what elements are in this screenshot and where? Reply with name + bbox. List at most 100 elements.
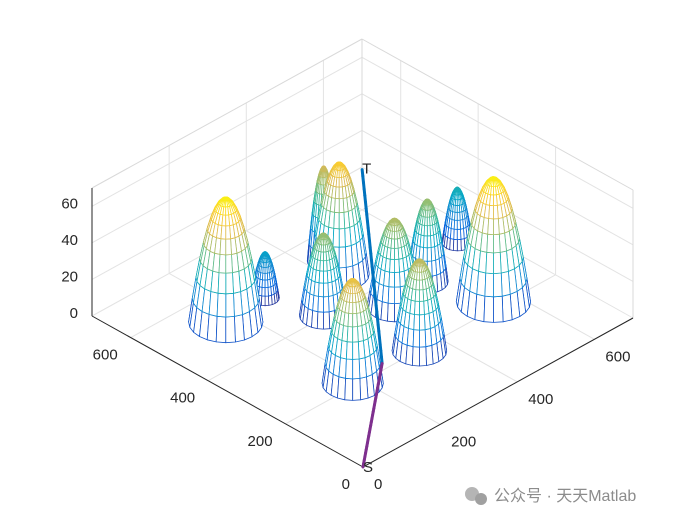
obstacle-face [264,295,270,307]
obstacle-face [426,200,429,206]
obstacle-face [412,329,420,348]
z-tick-label: 0 [70,305,78,322]
obstacle-face [456,228,462,240]
wall-edge [361,38,634,191]
obstacle-face [318,270,324,284]
obstacle-face [352,326,359,343]
obstacle-face [419,346,427,367]
obstacle-face [388,271,395,288]
obstacle-face [261,295,266,307]
grid-line [361,56,634,209]
obstacle-face [352,313,358,328]
y-tick-label: 0 [342,476,350,493]
obstacle-face [311,310,319,329]
watermark-text: 公众号 · 天天Matlab [494,487,636,505]
plot-layer [188,161,531,469]
obstacle-face [423,235,428,249]
obstacle-face [456,204,461,213]
obstacle-face [338,198,345,214]
obstacle-face [476,270,487,297]
obstacle-face [217,272,227,295]
obstacle-face [483,295,494,323]
obstacle-face [345,358,354,380]
obstacle-face [321,176,325,186]
obstacle-face [500,271,511,297]
obstacle-face [422,247,428,262]
obstacle-face [394,220,397,226]
obstacle-face [455,190,458,196]
obstacle-face [323,171,326,178]
obstacle-face [419,289,425,302]
y-axis [91,315,364,468]
obstacle-face [390,238,395,249]
obstacle-face [352,341,360,360]
obstacle-face [338,164,342,171]
obstacle-face [419,265,422,273]
obstacle-face [338,169,342,178]
obstacle-face [264,279,269,288]
obstacle-face [320,251,324,262]
obstacle-face [334,198,340,214]
obstacle-face [349,293,354,303]
end-label: T [362,161,371,178]
wall-edge [91,38,363,189]
obstacle-face [346,341,354,360]
obstacle-face [394,247,400,260]
obstacle-face [488,204,494,220]
obstacle-face [501,293,513,323]
obstacle-face [352,302,358,315]
obstacle-face [345,245,354,268]
grid-line [361,93,634,246]
y-tick-label: 200 [248,433,273,450]
obstacle-face [225,214,230,227]
obstacle-face [493,295,504,323]
start-label: S [363,459,373,476]
obstacle-face [454,211,458,221]
obstacle-face [416,271,420,281]
grid-line [91,56,363,207]
obstacle-face [493,180,496,187]
obstacle-face [221,214,227,227]
obstacle-face [323,311,331,330]
obstacle-face [352,378,361,401]
obstacle-face [419,314,426,331]
obstacle-face [493,252,502,274]
obstacle-face [414,289,420,302]
x-tick-label: 0 [374,476,382,493]
obstacle-face [425,344,434,366]
obstacle-face [225,272,234,295]
obstacle-face [424,328,433,348]
obstacle-face [317,296,324,313]
obstacle-face [225,225,231,240]
obstacle-face [352,293,357,303]
obstacle-face [264,266,268,274]
obstacle-face [426,225,431,237]
obstacle-face [337,376,346,401]
obstacle-face [233,291,243,317]
obstacle-face [352,286,356,294]
obstacle-face [334,186,340,200]
watermark: 公众号 · 天天Matlab [465,487,636,505]
obstacle-face [332,228,340,248]
obstacle-face [456,199,460,206]
obstacle-face [493,194,498,206]
obstacle-face [419,271,423,281]
label-layer: 0 200 400 600 0 200 400 600 0 20 40 60 S T [61,161,630,493]
obstacle-face [219,238,227,256]
z-tick-label: 40 [61,232,78,249]
obstacle-face [426,247,432,262]
obstacle-face [323,270,329,284]
obstacle-face [493,272,503,298]
z-tick-label: 20 [61,268,78,285]
obstacle-face [389,258,395,273]
obstacle-face [318,282,324,298]
obstacle-face [323,167,325,173]
obstacle-face [406,328,415,347]
obstacle-face [414,300,420,316]
x-axis [362,317,634,468]
obstacle-face [419,261,422,267]
grid-line [323,187,595,340]
obstacle-face [264,258,267,263]
obstacle-face [380,301,389,322]
